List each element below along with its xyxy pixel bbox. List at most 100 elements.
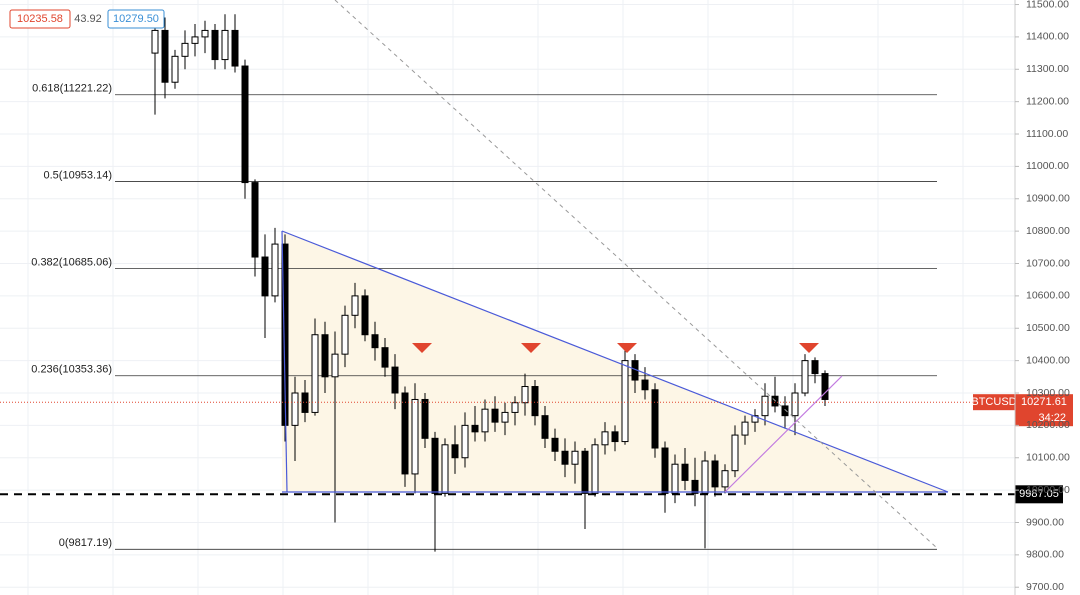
candle-body xyxy=(671,463,679,494)
candle-body xyxy=(171,55,179,83)
candle-body xyxy=(411,398,419,475)
fib-label: 0(9817.19) xyxy=(59,537,112,549)
symbol-box xyxy=(973,394,1015,411)
bid-box xyxy=(9,9,71,29)
candle-body xyxy=(491,408,499,423)
candle-body xyxy=(191,36,199,44)
support-label: 9987.05 xyxy=(1019,488,1059,500)
y-tick-label: 10700.00 xyxy=(1026,257,1070,269)
candle-body xyxy=(571,450,579,465)
candle-body xyxy=(231,29,239,67)
y-tick-label: 9900.00 xyxy=(1026,516,1064,528)
candle-body xyxy=(151,29,159,54)
y-tick-label: 10200.00 xyxy=(1026,419,1070,431)
candle-body xyxy=(321,334,329,378)
rejection-markers xyxy=(412,343,819,353)
last-price-label: 10271.61 xyxy=(1021,396,1067,408)
fibonacci-levels: 0.618(11221.22) 0.5(10953.14) 0.382(10685.… xyxy=(31,83,937,550)
candle-body xyxy=(401,392,409,475)
candle-body xyxy=(821,373,829,400)
quote-panel: 10235.58 43.92 10279.50 xyxy=(9,9,165,29)
candle-body xyxy=(271,243,279,297)
candle-body xyxy=(381,347,389,368)
candle-body xyxy=(501,411,509,423)
candle-body xyxy=(511,402,519,413)
candle-body xyxy=(281,243,289,426)
candle-body xyxy=(761,395,769,417)
candle-body xyxy=(431,437,439,494)
candle-body xyxy=(481,408,489,433)
candle-body xyxy=(621,360,629,443)
fib-label: 0.382(10685.06) xyxy=(31,256,112,268)
y-tick-label: 10100.00 xyxy=(1026,452,1070,464)
candle-body xyxy=(811,360,819,375)
candle-body xyxy=(781,405,789,417)
candle-body xyxy=(181,42,189,57)
candle-body xyxy=(531,386,539,417)
candle-body xyxy=(551,437,559,452)
y-tick-label: 10400.00 xyxy=(1026,354,1070,366)
candle-body xyxy=(211,29,219,61)
candle-body xyxy=(601,431,609,446)
price-levels: 9987.05 BTCUSD 10271.61 34:22 xyxy=(0,394,1073,504)
marker xyxy=(521,343,541,353)
y-tick-label: 11000.00 xyxy=(1026,160,1069,172)
candle-body xyxy=(801,360,809,394)
candle-body xyxy=(721,470,729,488)
candle-body xyxy=(561,450,569,465)
candle-body xyxy=(741,421,749,436)
y-tick-label: 11300.00 xyxy=(1026,63,1069,75)
candle-body xyxy=(611,431,619,443)
candle-body xyxy=(301,392,309,413)
candle-body xyxy=(351,295,359,316)
y-tick-label: 11500.00 xyxy=(1026,0,1069,10)
candle-body xyxy=(241,65,249,184)
marker xyxy=(799,343,819,353)
candle-body xyxy=(661,447,669,494)
candle-body xyxy=(791,392,799,417)
candles xyxy=(151,14,829,552)
candle-body xyxy=(331,353,339,378)
support-label-box xyxy=(1015,485,1063,504)
candle-body xyxy=(441,444,449,494)
candle-body xyxy=(591,444,599,494)
candle-body xyxy=(421,398,429,439)
candle-body xyxy=(201,29,209,38)
fib-label: 0.5(10953.14) xyxy=(44,169,113,181)
candle-body xyxy=(581,450,589,494)
candle-body xyxy=(391,366,399,394)
candle-body xyxy=(471,424,479,433)
candle-body xyxy=(371,334,379,349)
candle-body xyxy=(521,386,529,404)
symbol-label: BTCUSD xyxy=(971,396,1016,408)
candle-body xyxy=(711,460,719,488)
price-axis: 9700.00 9800.00 9900.00 10000.00 10100.00 102… xyxy=(1015,0,1070,593)
ask: 10279.50 xyxy=(113,13,159,25)
candle-body xyxy=(451,444,459,459)
marker xyxy=(617,343,637,353)
candle-body xyxy=(651,389,659,449)
rising-trendline xyxy=(724,375,843,493)
bid: 10235.58 xyxy=(17,13,63,25)
candle-body xyxy=(361,295,369,336)
spread: 43.92 xyxy=(74,13,102,25)
y-tick-label: 10500.00 xyxy=(1026,322,1070,334)
descending-trendline xyxy=(281,230,949,493)
y-tick-label: 10800.00 xyxy=(1026,225,1070,237)
y-tick-label: 11200.00 xyxy=(1026,95,1069,107)
countdown-label: 34:22 xyxy=(1038,412,1066,424)
y-tick-label: 10300.00 xyxy=(1026,387,1070,399)
last-price-box xyxy=(1015,394,1073,427)
candle-body xyxy=(691,479,699,494)
y-tick-label: 9700.00 xyxy=(1026,581,1064,593)
y-tick-label: 11400.00 xyxy=(1026,31,1069,43)
y-tick-label: 10900.00 xyxy=(1026,193,1070,205)
ask-box xyxy=(107,9,165,29)
candle-body xyxy=(261,256,269,297)
candle-body xyxy=(701,460,709,494)
candle-body xyxy=(291,392,299,426)
candle-body xyxy=(341,314,349,355)
y-tick-label: 10000.00 xyxy=(1026,484,1070,496)
candle-body xyxy=(161,29,169,83)
